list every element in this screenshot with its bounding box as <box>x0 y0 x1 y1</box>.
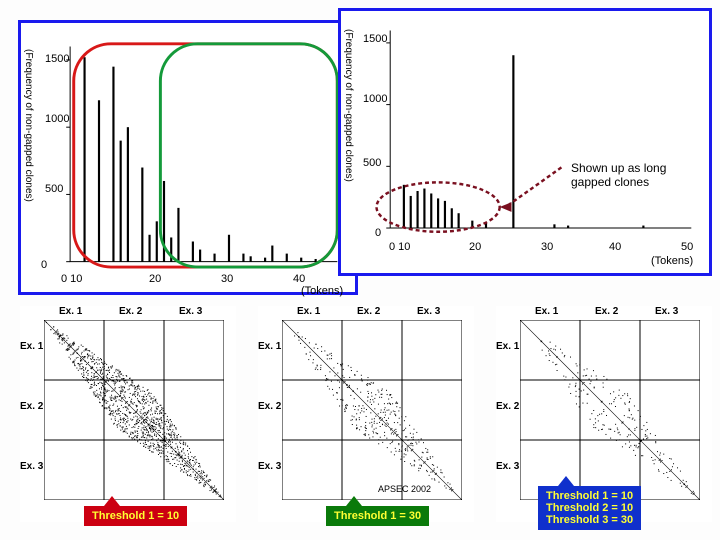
threshold-badge: Threshold 1 = 10 <box>84 506 187 526</box>
threshold-badge: Threshold 1 = 10 Threshold 2 = 10 Thresh… <box>538 486 641 530</box>
scatter-row-label: Ex. 3 <box>496 461 519 472</box>
right-histogram-svg <box>341 11 709 273</box>
scatter-col-label: Ex. 2 <box>357 306 380 317</box>
scatter-col-label: Ex. 1 <box>59 306 82 317</box>
scatter-matrix-2: Ex. 1 Ex. 1 Ex. 2 Ex. 2 Ex. 3 Ex. 3 APSEC 2002… <box>258 306 474 522</box>
scatter-col-label: Ex. 2 <box>595 306 618 317</box>
scatter-grid-svg <box>520 320 700 500</box>
scatter-row-label: Ex. 1 <box>258 341 281 352</box>
scatter-row-label: Ex. 2 <box>258 401 281 412</box>
scatter-row-label: Ex. 3 <box>258 461 281 472</box>
scatter-row-label: Ex. 2 <box>496 401 519 412</box>
right-histogram-panel: (Frequency of non-gapped clones) 1500 10… <box>338 8 712 276</box>
scatter-row-label: Ex. 2 <box>20 401 43 412</box>
scatter-grid-svg <box>44 320 224 500</box>
scatter-row-label: Ex. 1 <box>20 341 43 352</box>
scatter-col-label: Ex. 1 <box>297 306 320 317</box>
left-histogram-panel: (Frequency of non-gapped clones) 1500 10… <box>18 20 358 295</box>
top-charts-row: (Frequency of non-gapped clones) 1500 10… <box>0 0 720 300</box>
scatter-col-label: Ex. 3 <box>179 306 202 317</box>
scatter-matrix-3: Ex. 1Ex. 1Ex. 2Ex. 2Ex. 3Ex. 3Threshold … <box>496 306 712 522</box>
scatter-col-label: Ex. 1 <box>535 306 558 317</box>
scatter-col-label: Ex. 2 <box>119 306 142 317</box>
scatter-col-label: Ex. 3 <box>417 306 440 317</box>
left-histogram-svg <box>21 23 355 292</box>
scatter-col-label: Ex. 3 <box>655 306 678 317</box>
scatter-row-label: Ex. 3 <box>20 461 43 472</box>
apsec-note: APSEC 2002 <box>378 484 431 494</box>
threshold-badge: Threshold 1 = 30 <box>326 506 429 526</box>
scatter-grid-svg <box>282 320 462 500</box>
scatter-row-label: Ex. 1 <box>496 341 519 352</box>
scatter-matrices-row: Ex. 1 Ex. 1 Ex. 2 Ex. 2 Ex. 3 Ex. 3 Threshold … <box>0 300 720 540</box>
scatter-matrix-1: Ex. 1Ex. 1Ex. 2Ex. 2Ex. 3Ex. 3Threshold … <box>20 306 236 522</box>
